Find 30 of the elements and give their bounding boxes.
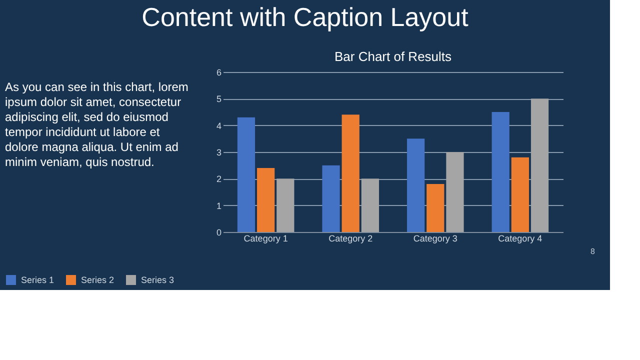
bar <box>492 112 510 232</box>
legend-label: Series 2 <box>81 275 114 285</box>
y-tick-label: 5 <box>216 94 222 104</box>
bar <box>361 178 380 232</box>
y-tick-label: 2 <box>216 174 222 184</box>
x-tick-label: Category 1 <box>244 234 288 244</box>
bar <box>406 138 425 232</box>
bar <box>342 114 360 232</box>
x-tick-label: Category 4 <box>498 234 542 244</box>
legend-label: Series 3 <box>141 275 174 285</box>
y-tick-label: 3 <box>216 148 222 158</box>
y-tick-label: 4 <box>216 120 222 131</box>
text: 8 <box>590 247 596 256</box>
bar <box>426 184 444 232</box>
bar <box>446 152 464 232</box>
y-tick-label: 6 <box>216 68 222 78</box>
bar <box>530 98 549 232</box>
bar <box>322 165 340 232</box>
x-tick-label: Category 2 <box>328 234 373 244</box>
legend-label: Series 1 <box>21 275 54 285</box>
bar <box>237 117 256 232</box>
text: As you can see in this chart, lorem ipsum dolor sit amet, consectetur adipiscing elit, sed do eiusmod tempor incididunt ut labore et dolore magna aliqua. Ut enim ad minim veniam, quis nostrud. <box>5 80 188 169</box>
x-tick-label: Category 3 <box>413 234 458 244</box>
y-tick-label: 1 <box>216 200 222 211</box>
chart-title: Bar Chart of Results <box>334 49 452 64</box>
bar <box>276 178 294 232</box>
y-tick-label: 0 <box>216 228 222 238</box>
bar <box>511 157 529 232</box>
bar <box>257 168 275 232</box>
text: Content with Caption Layout <box>142 2 470 32</box>
